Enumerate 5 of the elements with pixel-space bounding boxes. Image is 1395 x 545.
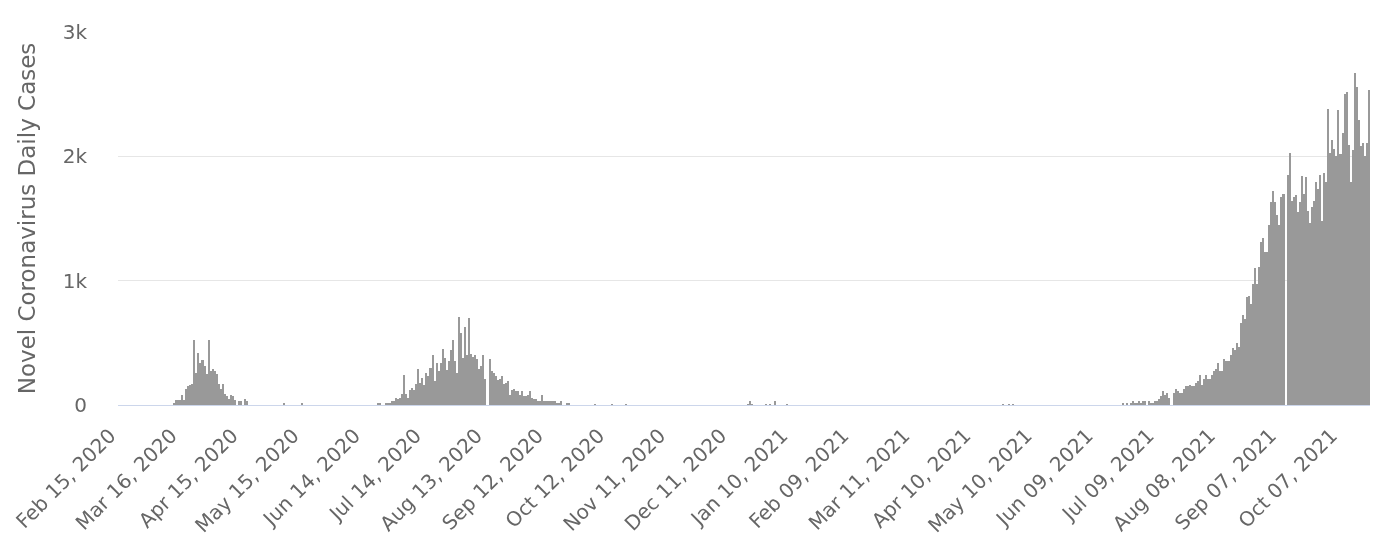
y-tick-label: 2k xyxy=(62,144,88,169)
y-tick-label: 1k xyxy=(62,268,88,293)
y-tick-label: 3k xyxy=(62,20,88,44)
y-tick-label: 0 xyxy=(74,393,87,417)
y-axis-title: Novel Coronavirus Daily Cases xyxy=(14,42,41,395)
